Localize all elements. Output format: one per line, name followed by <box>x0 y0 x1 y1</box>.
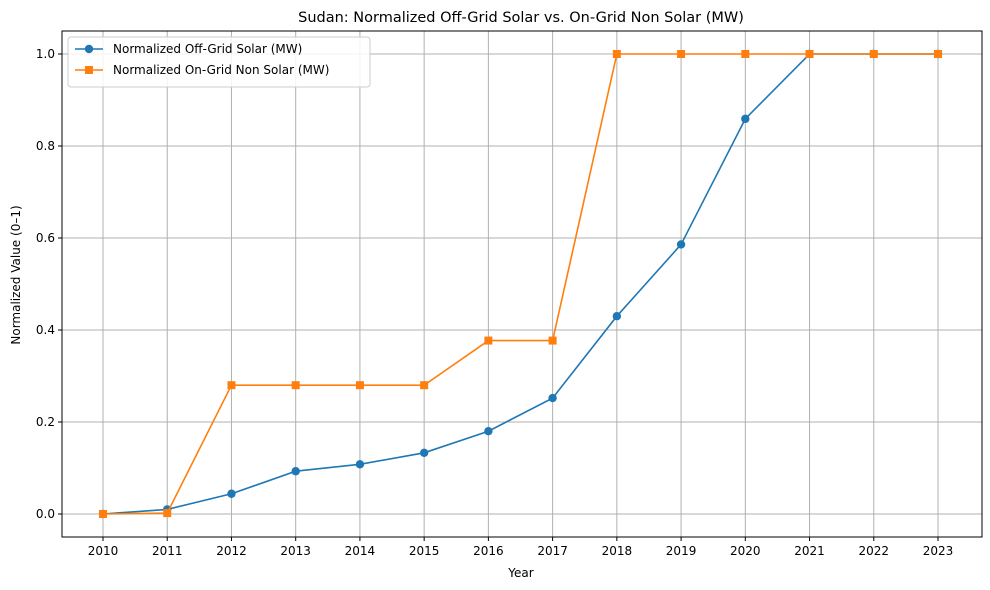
data-point <box>612 312 622 321</box>
legend-marker <box>85 66 93 74</box>
data-point <box>355 381 364 390</box>
data-point <box>163 509 172 518</box>
data-point <box>741 114 750 124</box>
y-tick-label: 1.0 <box>36 47 55 61</box>
y-tick-label: 0.6 <box>36 231 55 245</box>
data-point <box>484 336 493 345</box>
data-point <box>934 50 942 58</box>
legend: Normalized Off-Grid Solar (MW) Normalized… <box>67 36 371 88</box>
legend-box <box>67 36 371 88</box>
y-axis-label: Normalized Value (0–1) <box>9 205 23 344</box>
data-point <box>612 50 621 58</box>
x-tick-label: 2010 <box>88 544 119 558</box>
data-point <box>484 427 493 436</box>
data-point <box>869 50 878 58</box>
x-tick-label: 2014 <box>345 544 376 558</box>
y-tick-label: 0.4 <box>36 323 55 337</box>
y-tick-label: 0.8 <box>36 139 55 153</box>
data-point <box>548 336 557 345</box>
x-tick-label: 2016 <box>473 544 504 558</box>
ticks: 2010 2011 2012 2013 2014 2015 2016 2017 2018 2019… <box>36 47 953 558</box>
y-tick-label: 0.2 <box>36 415 55 429</box>
x-tick-label: 2019 <box>666 544 697 558</box>
x-axis-label: Year <box>507 566 533 580</box>
data-point <box>227 489 236 498</box>
chart-title: Sudan: Normalized Off-Grid Solar vs. On-… <box>298 10 744 26</box>
x-tick-label: 2021 <box>794 544 825 558</box>
data-point <box>548 393 557 403</box>
legend-entry: Normalized Off-Grid Solar (MW) <box>75 42 302 56</box>
x-tick-label: 2011 <box>152 544 183 558</box>
x-tick-label: 2017 <box>537 544 568 558</box>
x-tick-label: 2013 <box>280 544 311 558</box>
data-point <box>677 50 686 58</box>
series-2 <box>99 50 942 518</box>
x-tick-label: 2018 <box>602 544 633 558</box>
data-point <box>227 381 236 390</box>
data-point <box>291 381 300 390</box>
series-layer <box>98 49 943 519</box>
data-point <box>419 448 429 458</box>
x-tick-label: 2020 <box>730 544 761 558</box>
legend-marker <box>84 44 94 54</box>
series-line <box>102 53 938 515</box>
legend-entry: Normalized On-Grid Non Solar (MW) <box>75 63 329 77</box>
x-tick-label: 2022 <box>858 544 889 558</box>
plot-frame <box>61 30 983 538</box>
x-tick-label: 2012 <box>216 544 247 558</box>
data-point <box>99 510 107 518</box>
y-tick-label: 0.0 <box>36 507 55 521</box>
x-tick-label: 2023 <box>923 544 954 558</box>
series-line <box>102 53 938 515</box>
data-point <box>355 460 365 469</box>
data-point <box>676 240 686 249</box>
legend-label: Normalized Off-Grid Solar (MW) <box>113 42 302 56</box>
x-tick-label: 2015 <box>409 544 440 558</box>
legend-label: Normalized On-Grid Non Solar (MW) <box>113 63 329 77</box>
data-point <box>291 467 300 476</box>
data-point <box>805 50 814 58</box>
data-point <box>420 381 429 390</box>
data-point <box>741 50 750 58</box>
